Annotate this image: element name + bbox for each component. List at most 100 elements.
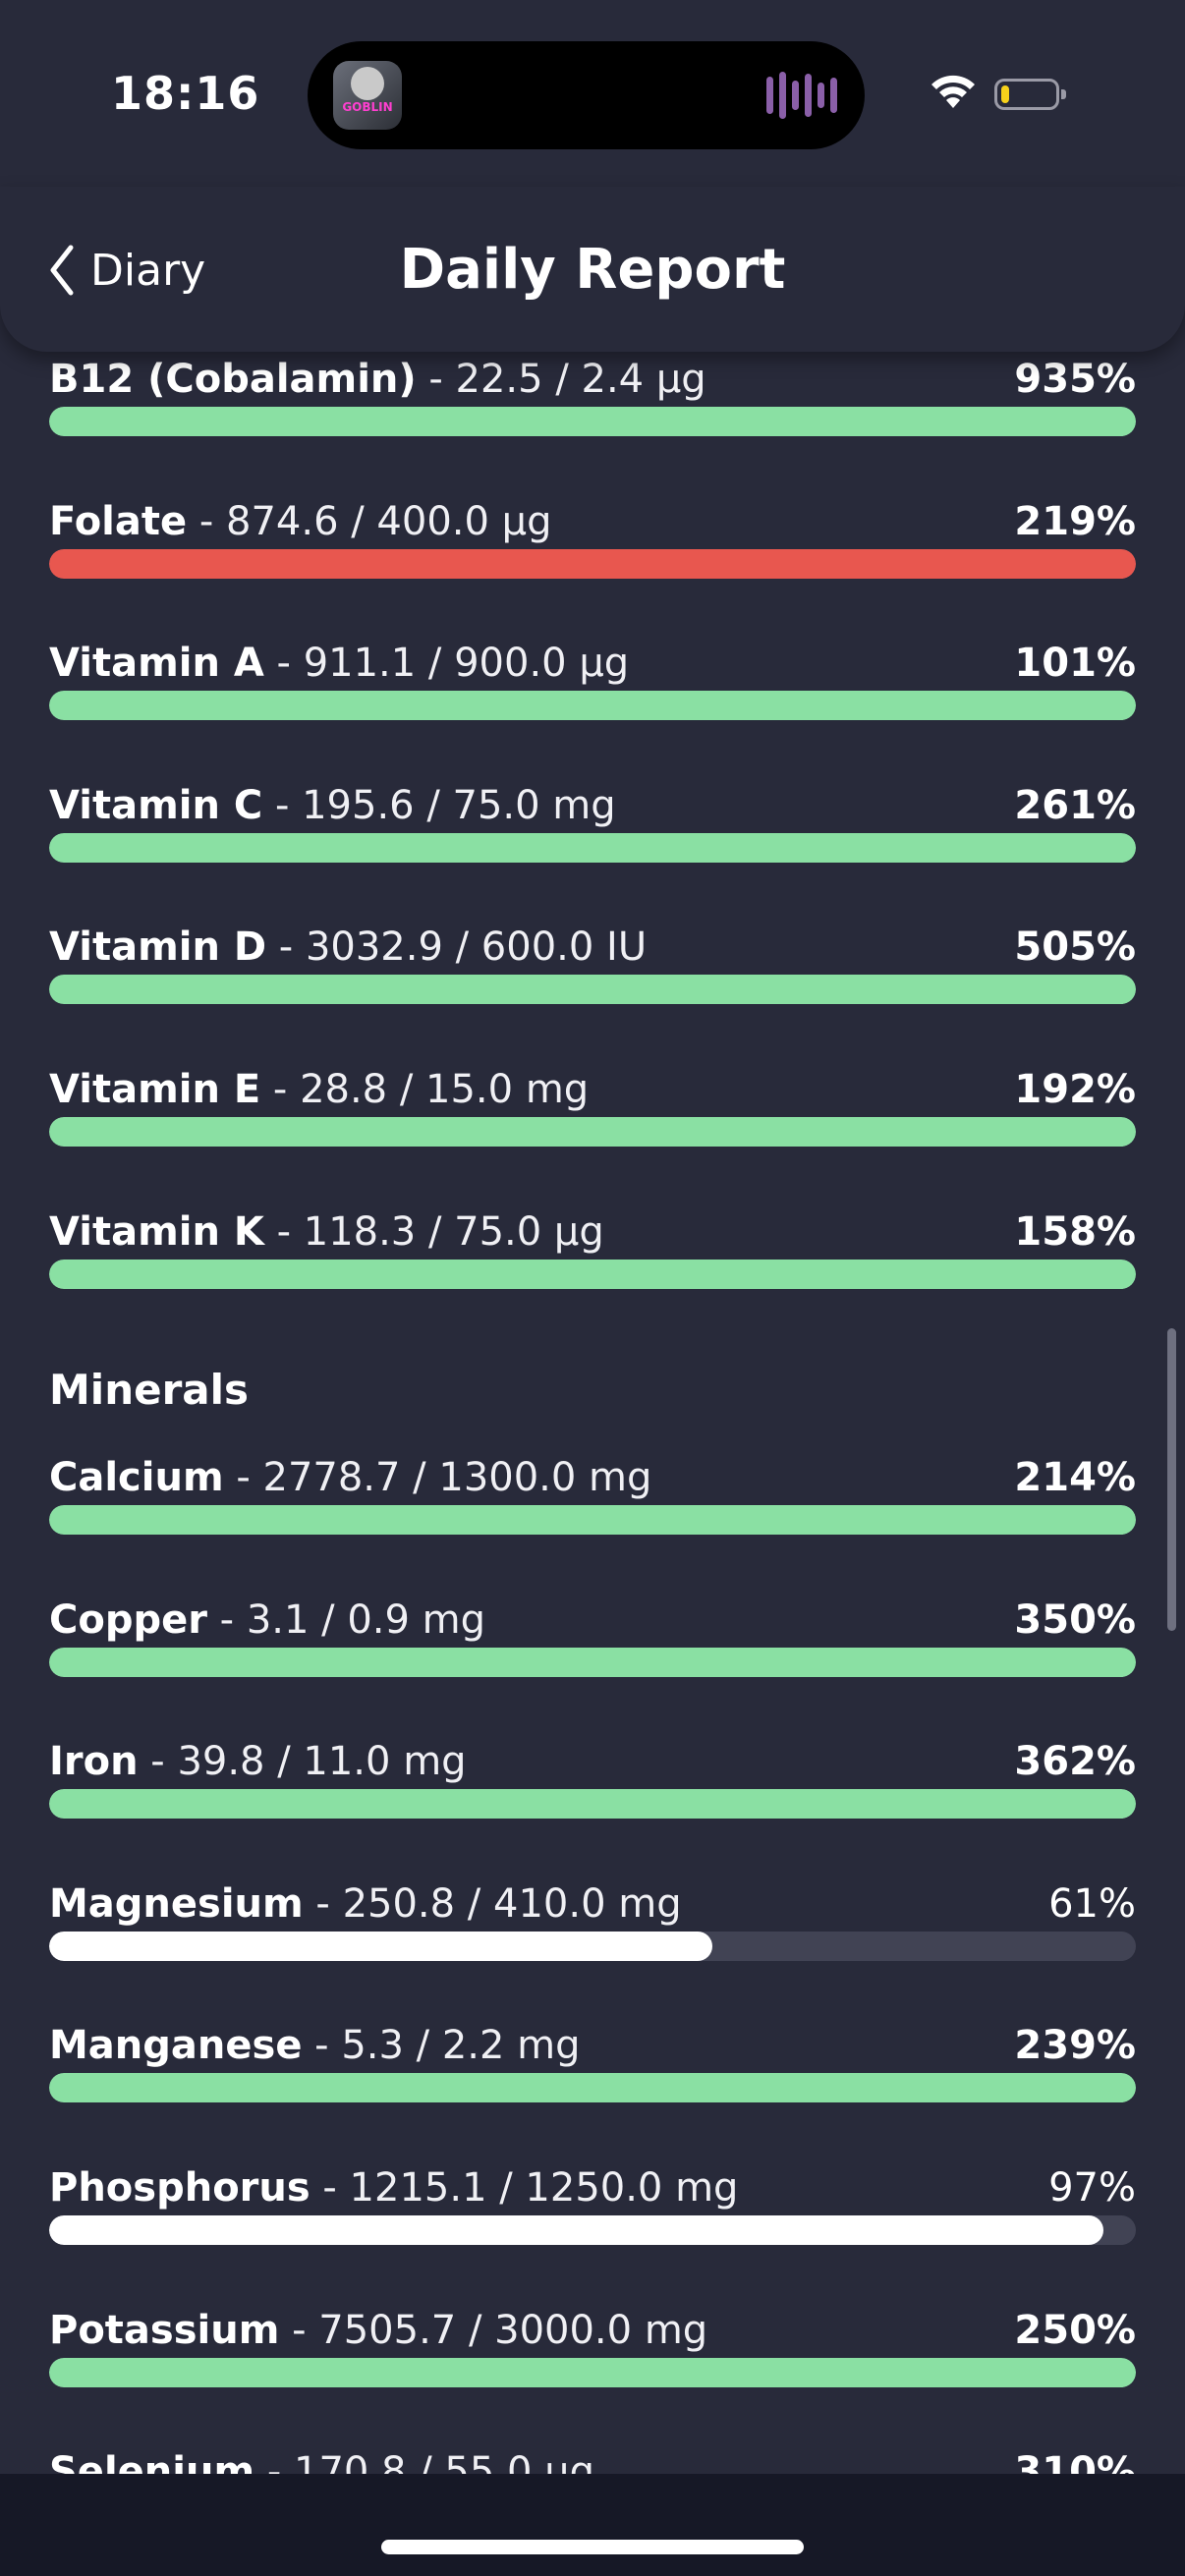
- progress-bar-fill: [49, 1647, 1136, 1677]
- progress-bar-fill: [49, 1789, 1136, 1820]
- nutrient-percent: 97%: [1048, 2165, 1136, 2211]
- nutrient-label: Magnesium - 250.8 / 410.0 mg: [49, 1881, 682, 1927]
- progress-bar: [49, 1259, 1136, 1289]
- nutrient-amount: - 874.6 / 400.0 µg: [187, 498, 552, 544]
- nutrient-label: Selenium - 170.8 / 55.0 µg: [49, 2449, 594, 2474]
- home-area: [0, 2474, 1185, 2576]
- progress-bar: [49, 1505, 1136, 1535]
- nutrient-name: Manganese: [49, 2023, 303, 2069]
- progress-bar: [49, 2357, 1136, 2387]
- progress-bar-fill: [49, 691, 1136, 721]
- nutrient-row-vitamin-a[interactable]: Vitamin A - 911.1 / 900.0 µg 101%: [49, 634, 1136, 752]
- progress-bar: [49, 548, 1136, 579]
- nutrient-name: Phosphorus: [49, 2165, 310, 2211]
- nutrient-amount: - 39.8 / 11.0 mg: [138, 1739, 467, 1785]
- nutrient-amount: - 195.6 / 75.0 mg: [262, 782, 616, 828]
- nutrient-amount: - 3032.9 / 600.0 IU: [266, 924, 648, 971]
- nutrient-label: Vitamin C - 195.6 / 75.0 mg: [49, 783, 616, 828]
- nutrient-percent: 250%: [1014, 2307, 1136, 2353]
- nutrient-name: Vitamin D: [49, 924, 267, 971]
- nutrient-amount: - 1215.1 / 1250.0 mg: [310, 2165, 739, 2211]
- nutrient-row-iron[interactable]: Iron - 39.8 / 11.0 mg 362%: [49, 1732, 1136, 1850]
- nutrient-row-selenium[interactable]: Selenium - 170.8 / 55.0 µg 310%: [49, 2442, 1136, 2474]
- nutrient-name: Selenium: [49, 2449, 255, 2474]
- nutrient-percent: 101%: [1014, 641, 1136, 687]
- nutrient-row-manganese[interactable]: Manganese - 5.3 / 2.2 mg 239%: [49, 2016, 1136, 2134]
- nutrient-row-vitamin-k[interactable]: Vitamin K - 118.3 / 75.0 µg 158%: [49, 1203, 1136, 1320]
- nutrient-row-vitamin-c[interactable]: Vitamin C - 195.6 / 75.0 mg 261%: [49, 776, 1136, 894]
- audio-waveform-icon: [766, 71, 837, 120]
- progress-bar: [49, 1931, 1136, 1961]
- nutrient-row-vitamin-e[interactable]: Vitamin E - 28.8 / 15.0 mg 192%: [49, 1060, 1136, 1178]
- progress-bar: [49, 1117, 1136, 1147]
- nutrient-row-calcium[interactable]: Calcium - 2778.7 / 1300.0 mg 214%: [49, 1448, 1136, 1566]
- nutrient-name: Vitamin A: [49, 641, 264, 687]
- page-title: Daily Report: [399, 238, 786, 302]
- nutrient-amount: - 250.8 / 410.0 mg: [303, 1880, 682, 1927]
- nutrient-percent: 505%: [1014, 924, 1136, 971]
- nutrient-name: Potassium: [49, 2307, 280, 2353]
- progress-bar: [49, 2215, 1136, 2245]
- progress-bar: [49, 1647, 1136, 1677]
- nutrient-percent: 362%: [1014, 1739, 1136, 1785]
- report-scroll-view[interactable]: B12 (Cobalamin) - 22.5 / 2.4 µg 935% Folat…: [0, 352, 1185, 2474]
- progress-bar-fill: [49, 1259, 1136, 1289]
- nutrient-row-phosphorus[interactable]: Phosphorus - 1215.1 / 1250.0 mg 97%: [49, 2158, 1136, 2276]
- progress-bar-fill: [49, 407, 1136, 436]
- chevron-left-icon: [50, 245, 74, 296]
- nutrient-amount: - 3.1 / 0.9 mg: [206, 1596, 486, 1643]
- now-playing-artwork: GOBLIN: [333, 61, 402, 130]
- home-indicator[interactable]: [381, 2540, 804, 2554]
- wifi-icon: [931, 75, 975, 108]
- nutrient-name: Iron: [49, 1739, 139, 1785]
- nutrient-row-b12-cobalamin[interactable]: B12 (Cobalamin) - 22.5 / 2.4 µg 935%: [49, 352, 1136, 468]
- nutrient-percent: 350%: [1014, 1596, 1136, 1643]
- nutrient-label: Manganese - 5.3 / 2.2 mg: [49, 2023, 581, 2068]
- scroll-indicator[interactable]: [1167, 1328, 1176, 1631]
- nutrient-row-potassium[interactable]: Potassium - 7505.7 / 3000.0 mg 250%: [49, 2301, 1136, 2419]
- nutrient-amount: - 5.3 / 2.2 mg: [302, 2023, 581, 2069]
- battery-icon: [994, 79, 1066, 110]
- nutrient-name: Vitamin E: [49, 1067, 261, 1112]
- nutrient-name: Calcium: [49, 1455, 224, 1500]
- nutrient-percent: 310%: [1014, 2449, 1136, 2474]
- dynamic-island[interactable]: GOBLIN: [308, 41, 865, 149]
- artwork-label: GOBLIN: [342, 100, 393, 114]
- nutrient-name: Vitamin C: [49, 782, 263, 828]
- progress-bar: [49, 2073, 1136, 2103]
- status-bar: 18:16 GOBLIN: [0, 0, 1185, 187]
- progress-bar-fill: [49, 1505, 1136, 1535]
- nutrient-label: Vitamin K - 118.3 / 75.0 µg: [49, 1209, 604, 1255]
- nutrient-label: Phosphorus - 1215.1 / 1250.0 mg: [49, 2165, 738, 2211]
- nutrient-label: Folate - 874.6 / 400.0 µg: [49, 499, 552, 544]
- progress-bar: [49, 975, 1136, 1005]
- nutrient-row-vitamin-d[interactable]: Vitamin D - 3032.9 / 600.0 IU 505%: [49, 918, 1136, 1036]
- nutrient-percent: 192%: [1014, 1067, 1136, 1112]
- progress-bar-fill: [49, 2357, 1136, 2387]
- nutrient-row-folate[interactable]: Folate - 874.6 / 400.0 µg 219%: [49, 492, 1136, 610]
- nutrient-row-copper[interactable]: Copper - 3.1 / 0.9 mg 350%: [49, 1591, 1136, 1708]
- nutrient-label: Calcium - 2778.7 / 1300.0 mg: [49, 1455, 651, 1500]
- nutrient-label: Vitamin A - 911.1 / 900.0 µg: [49, 641, 629, 686]
- nutrient-label: Vitamin D - 3032.9 / 600.0 IU: [49, 924, 647, 970]
- progress-bar-fill: [49, 2215, 1103, 2245]
- nutrient-label: B12 (Cobalamin) - 22.5 / 2.4 µg: [49, 357, 706, 402]
- nutrient-name: Magnesium: [49, 1880, 304, 1927]
- nutrient-label: Vitamin E - 28.8 / 15.0 mg: [49, 1067, 589, 1112]
- nutrient-percent: 239%: [1014, 2023, 1136, 2069]
- nutrient-row-magnesium[interactable]: Magnesium - 250.8 / 410.0 mg 61%: [49, 1875, 1136, 1992]
- nutrient-percent: 261%: [1014, 782, 1136, 828]
- back-button[interactable]: Diary: [47, 236, 205, 305]
- section-title-minerals: Minerals: [49, 1366, 250, 1414]
- nutrient-percent: 158%: [1014, 1208, 1136, 1255]
- progress-bar-fill: [49, 832, 1136, 863]
- nutrient-name: B12 (Cobalamin): [49, 357, 417, 402]
- progress-bar: [49, 1789, 1136, 1820]
- nutrient-label: Iron - 39.8 / 11.0 mg: [49, 1739, 467, 1784]
- progress-bar-fill: [49, 548, 1136, 579]
- nutrient-amount: - 118.3 / 75.0 µg: [263, 1208, 604, 1255]
- clock: 18:16: [111, 67, 260, 120]
- progress-bar-fill: [49, 975, 1136, 1005]
- navigation-bar: Diary Daily Report: [0, 187, 1185, 352]
- progress-bar: [49, 832, 1136, 863]
